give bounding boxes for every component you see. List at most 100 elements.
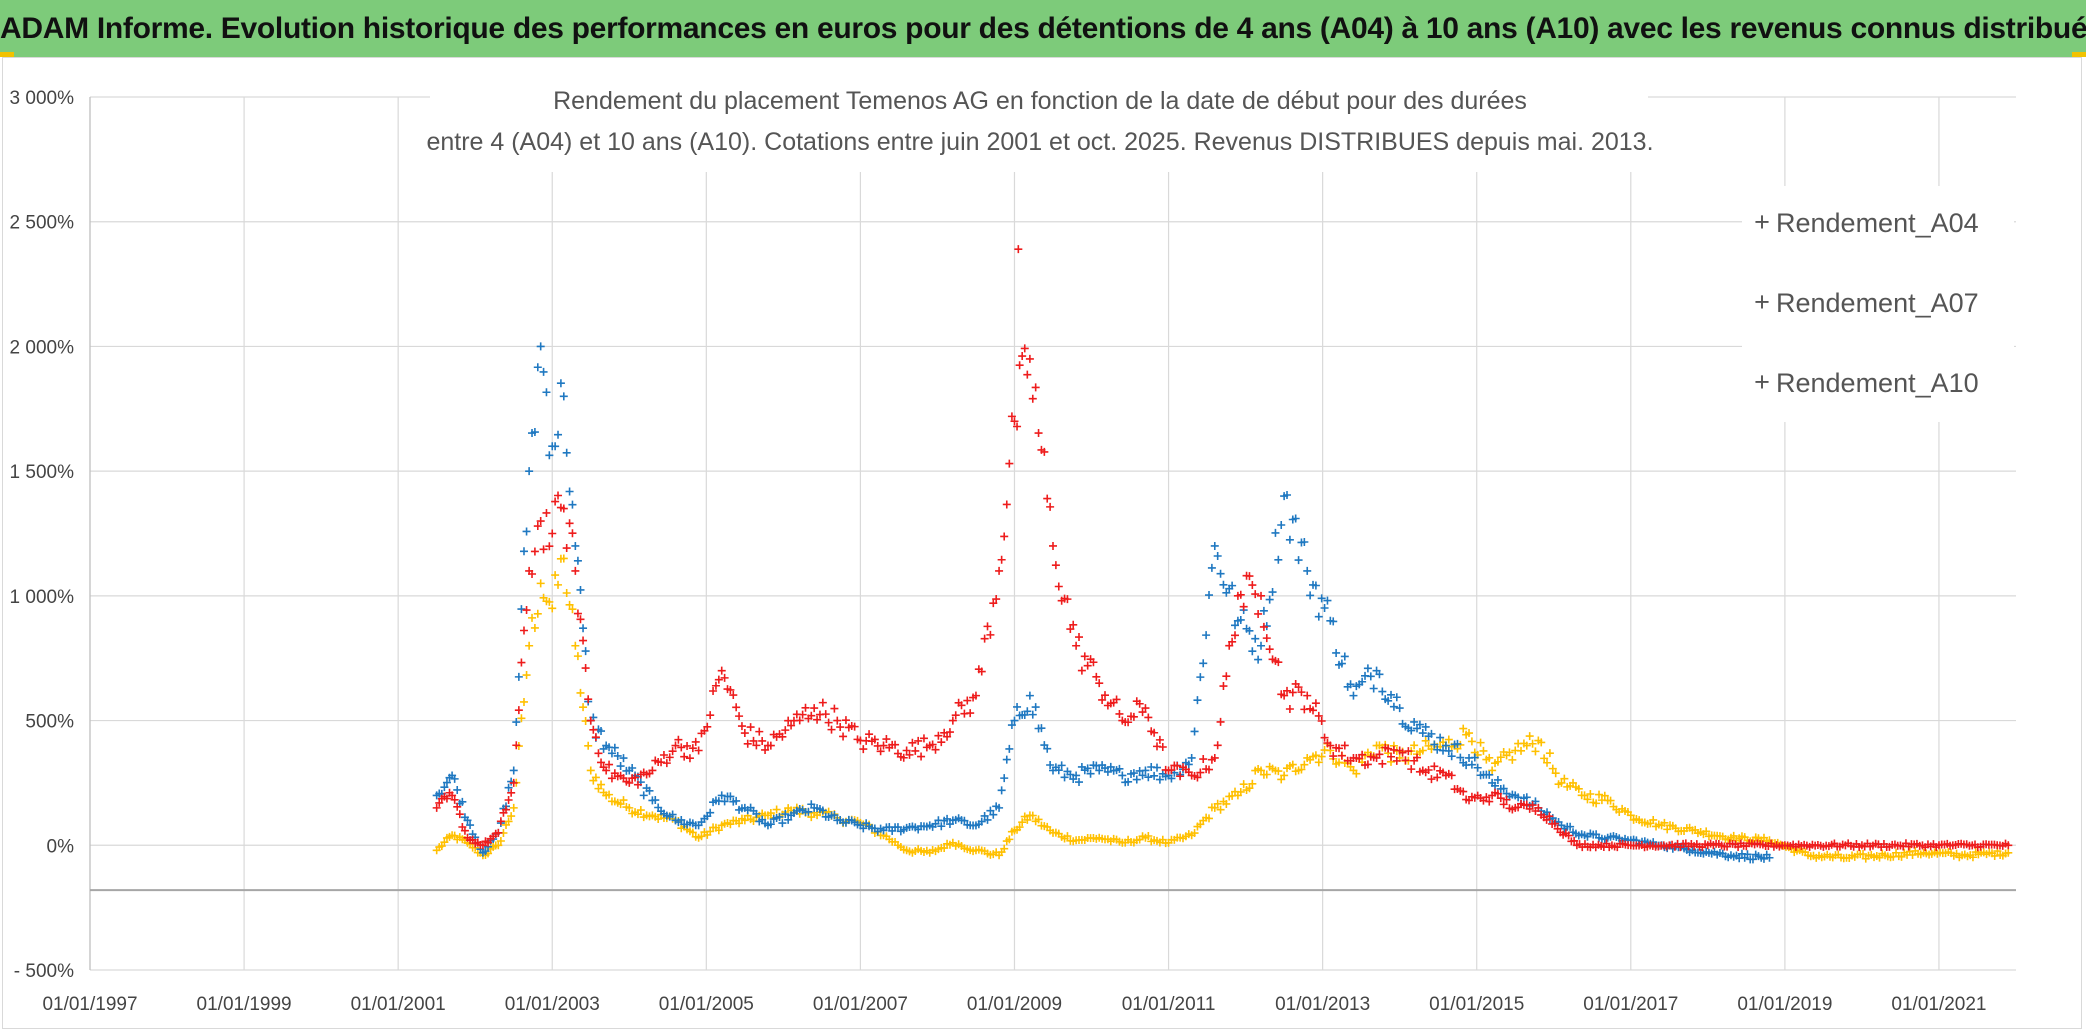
point-a07: [1066, 770, 1075, 779]
point-a07: [1025, 691, 1034, 700]
point-a04: [1228, 791, 1237, 800]
point-a04: [1522, 741, 1531, 750]
point-a07: [893, 823, 902, 832]
legend-label-a07: Rendement_A07: [1776, 288, 1979, 318]
legend-box: [1742, 186, 2014, 422]
point-a07: [1010, 716, 1019, 725]
point-a07: [1554, 817, 1563, 826]
point-a10: [914, 736, 923, 745]
point-a07: [853, 820, 862, 829]
point-a04: [1592, 799, 1601, 808]
point-a10: [645, 769, 654, 778]
point-a10: [1294, 683, 1303, 692]
point-a04: [507, 812, 516, 821]
point-a07: [1320, 603, 1329, 612]
point-a10: [1335, 744, 1344, 753]
point-a10: [1337, 751, 1346, 760]
point-a10: [951, 711, 960, 720]
point-a07: [551, 442, 560, 451]
point-a07: [1231, 621, 1240, 630]
point-a10: [512, 741, 521, 750]
point-a04: [1875, 853, 1884, 862]
point-a07: [1378, 687, 1387, 696]
corner-accent-left: [0, 52, 14, 57]
point-a10: [957, 701, 966, 710]
point-a04: [654, 815, 663, 824]
point-a07: [1285, 535, 1294, 544]
point-a10: [995, 566, 1004, 575]
point-a04: [1586, 790, 1595, 799]
point-a04: [1574, 784, 1583, 793]
point-a07: [1743, 850, 1752, 859]
point-a07: [766, 820, 775, 829]
point-a10: [507, 788, 516, 797]
point-a10: [1508, 805, 1517, 814]
point-a07: [960, 816, 969, 825]
point-a10: [720, 673, 729, 682]
point-a04: [1034, 815, 1043, 824]
point-a10: [659, 751, 668, 760]
point-a10: [1265, 645, 1274, 654]
point-a04: [1505, 748, 1514, 757]
point-a04: [1485, 753, 1494, 762]
point-a07: [1418, 729, 1427, 738]
point-a10: [1392, 756, 1401, 765]
y-tick-label: 1 500%: [10, 462, 75, 483]
x-tick-label: 01/01/2019: [1737, 994, 1832, 1015]
point-a10: [876, 747, 885, 756]
point-a10: [1135, 699, 1144, 708]
point-a07: [1415, 720, 1424, 729]
point-a04: [714, 826, 723, 835]
point-a10: [576, 615, 585, 624]
point-a10: [633, 780, 642, 789]
point-a07: [530, 428, 539, 437]
point-a10: [711, 681, 720, 690]
point-a10: [714, 675, 723, 684]
point-a07: [1349, 691, 1358, 700]
point-a10: [460, 826, 469, 835]
point-a04: [1955, 853, 1964, 862]
point-a07: [1259, 606, 1268, 615]
point-a04: [1444, 735, 1453, 744]
point-a07: [1395, 704, 1404, 713]
point-a04: [697, 832, 706, 841]
point-a07: [876, 824, 885, 833]
point-a10: [943, 732, 952, 741]
point-a04: [545, 597, 554, 606]
point-a10: [1080, 652, 1089, 661]
point-a07: [1060, 773, 1069, 782]
point-a07: [997, 786, 1006, 795]
point-a07: [1748, 855, 1757, 864]
point-a10: [891, 740, 900, 749]
point-a07: [720, 797, 729, 806]
point-a07: [597, 727, 606, 736]
point-a07: [1236, 615, 1245, 624]
point-a10: [830, 704, 839, 713]
point-a07: [859, 824, 868, 833]
point-a10: [1063, 595, 1072, 604]
point-a04: [1663, 825, 1672, 834]
point-a10: [1216, 717, 1225, 726]
point-a07: [1103, 767, 1112, 776]
point-a10: [476, 840, 485, 849]
point-a04: [551, 571, 560, 580]
point-a10: [677, 743, 686, 752]
point-a07: [1369, 684, 1378, 693]
point-a10: [963, 696, 972, 705]
point-a10: [1150, 728, 1159, 737]
point-a07: [1222, 588, 1231, 597]
point-a04: [945, 840, 954, 849]
point-a04: [706, 827, 715, 836]
point-a10: [1138, 708, 1147, 717]
point-a07: [1389, 702, 1398, 711]
point-a07: [1499, 784, 1508, 793]
point-a10: [873, 741, 882, 750]
point-a10: [839, 732, 848, 741]
point-a07: [1210, 541, 1219, 550]
point-a07: [775, 812, 784, 821]
point-a10: [778, 732, 787, 741]
point-a04: [1649, 815, 1658, 824]
header-banner: [0, 0, 2086, 57]
point-a07: [481, 847, 490, 856]
